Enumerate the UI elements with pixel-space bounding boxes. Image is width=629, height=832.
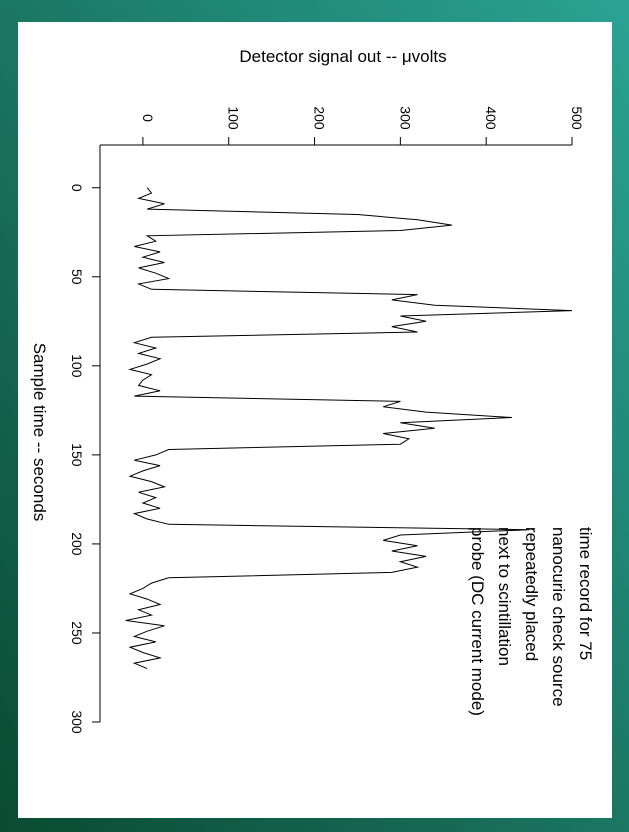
x-tick-label: 0 bbox=[69, 184, 85, 192]
annotation: nanocurie check source bbox=[549, 527, 568, 707]
chart-title: Detector signal out -- μvolts bbox=[239, 47, 446, 66]
signal-line bbox=[125, 187, 573, 670]
x-tick-label: 50 bbox=[69, 269, 85, 285]
y-tick-label: 300 bbox=[397, 106, 413, 130]
annotation: next to scintillation bbox=[495, 527, 514, 666]
y-tick-label: 0 bbox=[140, 114, 156, 122]
x-tick-label: 250 bbox=[69, 621, 85, 645]
x-tick-label: 150 bbox=[69, 443, 85, 467]
x-tick-label: 300 bbox=[69, 710, 85, 734]
x-axis-label: Sample time -- seconds bbox=[30, 343, 49, 522]
y-tick-label: 400 bbox=[483, 106, 499, 130]
y-tick-label: 500 bbox=[569, 106, 585, 130]
panel bbox=[18, 22, 612, 818]
annotation: repeatedly placed bbox=[522, 527, 541, 661]
y-tick-label: 200 bbox=[312, 106, 328, 130]
x-tick-label: 100 bbox=[69, 354, 85, 378]
annotation: probe (DC current mode) bbox=[468, 527, 487, 716]
x-tick-label: 200 bbox=[69, 532, 85, 556]
y-tick-label: 100 bbox=[226, 106, 242, 130]
annotation: time record for 75 bbox=[576, 527, 595, 660]
